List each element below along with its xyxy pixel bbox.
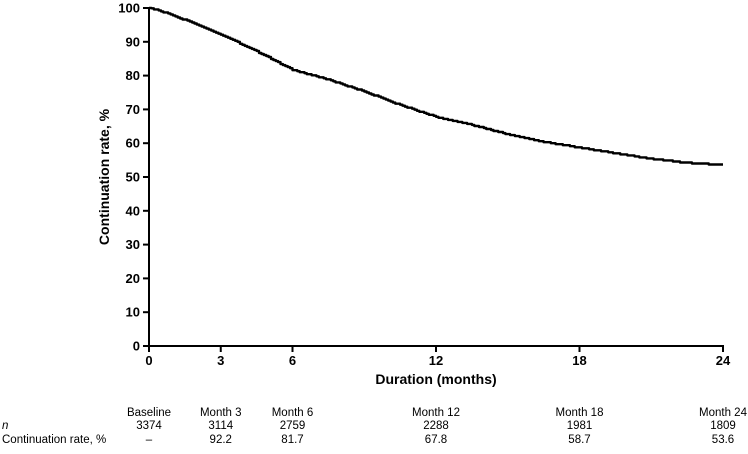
x-axis-title: Duration (months) xyxy=(375,371,497,387)
x-tick-label: 18 xyxy=(572,353,586,368)
y-tick-label: 80 xyxy=(126,68,140,83)
y-tick-label: 40 xyxy=(126,203,140,218)
y-tick-label: 10 xyxy=(126,305,140,320)
row-label-n: n xyxy=(2,420,9,432)
table-rate-cell: 92.2 xyxy=(209,434,232,446)
y-tick-label: 90 xyxy=(126,34,140,49)
table-n-cell: 1809 xyxy=(710,420,736,432)
table-n-cell: 2288 xyxy=(423,420,449,432)
y-tick-label: 0 xyxy=(133,339,140,354)
row-label-continuation-rate: Continuation rate, % xyxy=(2,434,107,446)
table-rate-cell: 81.7 xyxy=(281,434,304,446)
table-header-cell: Baseline xyxy=(126,407,172,419)
table-n-cell: 2759 xyxy=(279,420,306,432)
x-tick-label: 0 xyxy=(145,353,152,368)
table-rate-cell: – xyxy=(145,434,153,446)
y-axis-title: Continuation rate, % xyxy=(96,108,112,246)
x-tick-label: 24 xyxy=(716,353,731,368)
table-rate-cell: 58.7 xyxy=(568,434,591,446)
table-rate-cell: 53.6 xyxy=(711,434,735,446)
y-tick-label: 60 xyxy=(126,136,140,151)
table-header-cell: Month 18 xyxy=(555,407,604,419)
x-tick-label: 6 xyxy=(289,353,296,368)
x-tick-label: 3 xyxy=(217,353,224,368)
table-n-cell: 3374 xyxy=(136,420,162,432)
table-rate-cell: 67.8 xyxy=(424,434,448,446)
y-tick-label: 70 xyxy=(126,102,140,117)
table-header-cell: Month 3 xyxy=(199,407,242,419)
y-tick-label: 50 xyxy=(126,170,140,185)
y-tick-label: 20 xyxy=(126,271,140,286)
table-header-cell: Month 12 xyxy=(412,407,460,419)
x-tick-label: 12 xyxy=(429,353,443,368)
table-header-cell: Month 6 xyxy=(271,407,314,419)
km-chart: 0 10 20 30 40 50 60 70 80 90 100 0 3 6 12 18 24 xyxy=(118,1,731,369)
y-tick-label: 100 xyxy=(118,1,140,16)
y-tick-label: 30 xyxy=(126,237,140,252)
table-n-cell: 1981 xyxy=(566,420,593,432)
table-n-cell: 3114 xyxy=(208,420,234,432)
continuation-rate-curve xyxy=(149,6,723,166)
table-header-cell: Month 24 xyxy=(699,407,747,419)
